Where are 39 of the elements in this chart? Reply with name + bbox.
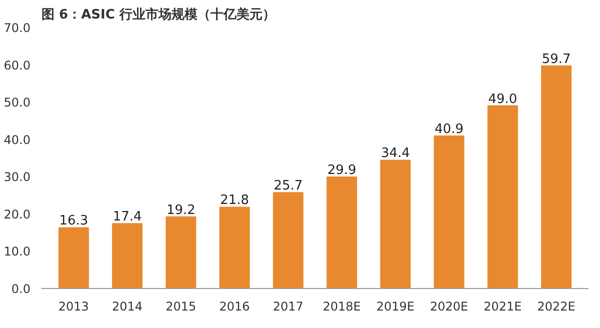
bar [112, 223, 143, 288]
y-tick-label: 10.0 [4, 244, 30, 259]
bar [326, 176, 358, 288]
data-label: 25.7 [274, 178, 303, 194]
x-tick-label: 2021E [484, 300, 522, 314]
data-label: 19.2 [166, 202, 196, 218]
x-tick-label: 2017 [272, 300, 304, 314]
data-label: 21.8 [220, 193, 250, 208]
data-label: 29.9 [327, 163, 356, 178]
y-tick-label: 60.0 [4, 58, 30, 72]
bar [219, 206, 250, 288]
x-tick-label: 2014 [112, 300, 143, 314]
y-tick-label: 70.0 [4, 21, 30, 35]
x-tick-label: 2015 [166, 300, 196, 314]
y-tick-label: 40.0 [4, 132, 30, 147]
data-label: 40.9 [434, 122, 464, 137]
y-tick-label: 0.0 [11, 282, 31, 296]
bar [541, 65, 572, 288]
bar [166, 216, 196, 288]
bar [380, 160, 411, 288]
x-tick-label: 2013 [58, 300, 89, 314]
bar [58, 227, 89, 288]
x-tick-label: 2020E [430, 300, 468, 314]
data-label: 34.4 [380, 146, 410, 162]
y-tick-label: 20.0 [4, 207, 30, 222]
x-tick-label: 2019E [376, 300, 415, 314]
x-tick-label: 2022E [537, 300, 576, 314]
chart-title: 图 6：ASIC 行业市场规模（十亿美元） [42, 6, 276, 22]
data-label: 16.3 [59, 214, 88, 229]
x-tick-label: 2016 [219, 300, 250, 314]
y-tick-label: 30.0 [4, 170, 30, 184]
bar [272, 192, 304, 288]
data-label: 17.4 [112, 210, 142, 225]
y-tick-label: 50.0 [4, 96, 30, 110]
x-tick-label: 2018E [322, 300, 361, 314]
data-label: 59.7 [542, 52, 571, 67]
data-label: 49.0 [488, 92, 518, 107]
bar [434, 136, 464, 288]
bar [487, 105, 518, 288]
